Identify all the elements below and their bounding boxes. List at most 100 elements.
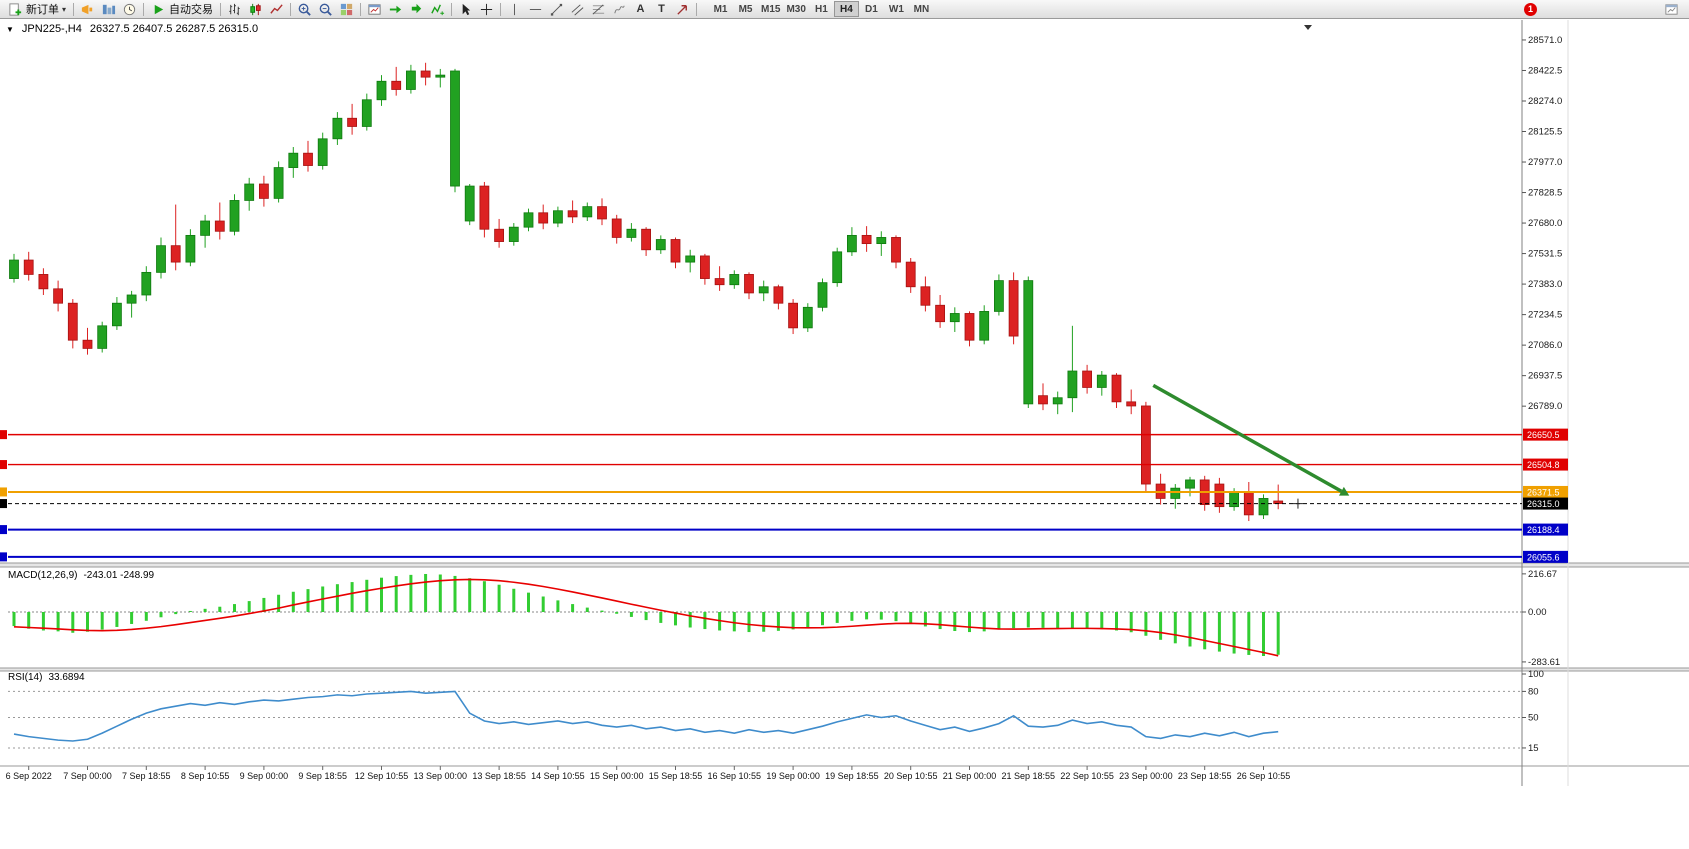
candle-body: [1052, 397, 1063, 405]
chart-scroll-marker[interactable]: [1304, 25, 1312, 30]
tile-windows-icon: [340, 3, 353, 15]
vertical-line-button[interactable]: [504, 1, 525, 18]
tile-windows-button[interactable]: [336, 1, 357, 18]
label-tool-button[interactable]: T: [651, 1, 672, 18]
shapes-icon: [614, 5, 625, 13]
time-axis-label: 19 Sep 00:00: [766, 771, 820, 781]
crosshair-button[interactable]: [476, 1, 497, 18]
macd-axis-label: 0.00: [1528, 607, 1547, 618]
current-price-marker: [1292, 498, 1303, 509]
text-tool-button[interactable]: A: [630, 1, 651, 18]
price-axis-label: 28125.5: [1528, 127, 1562, 138]
timeframe-H4[interactable]: H4: [833, 1, 859, 17]
candle-body: [1096, 374, 1107, 388]
horizontal-line-button[interactable]: [525, 1, 546, 18]
cursor-button[interactable]: [455, 1, 476, 18]
panel-divider-main-macd[interactable]: [0, 563, 1689, 567]
notification-badge[interactable]: 1: [1524, 3, 1537, 16]
text-tool-icon: A: [636, 3, 645, 15]
auto-trading-button[interactable]: 自动交易: [147, 1, 217, 18]
candle-body: [170, 245, 181, 263]
candle-body: [773, 286, 784, 304]
history-center-button[interactable]: [119, 1, 140, 18]
trend-arrow[interactable]: [1152, 383, 1343, 493]
line-chart-button[interactable]: [266, 1, 287, 18]
price-axis-label: 27531.5: [1528, 249, 1562, 260]
indicators-button[interactable]: [427, 1, 448, 18]
price-level-left-marker[interactable]: [0, 525, 7, 535]
chart-shift-button[interactable]: [385, 1, 406, 18]
time-axis-label: 15 Sep 18:55: [649, 771, 703, 781]
candlestick-chart-button[interactable]: [245, 1, 266, 18]
new-order-label: 新订单: [26, 4, 59, 16]
candle-body: [1126, 401, 1137, 407]
candle-body: [38, 274, 49, 290]
price-level-left-marker[interactable]: [0, 487, 7, 497]
timeframe-M1[interactable]: M1: [708, 1, 733, 17]
shapes-button[interactable]: [609, 1, 630, 18]
time-axis-label: 23 Sep 18:55: [1178, 771, 1232, 781]
arrows-tool-button[interactable]: [672, 1, 693, 18]
price-axis-label: 26789.0: [1528, 401, 1562, 412]
price-level-left-marker[interactable]: [0, 460, 7, 470]
candle-body: [802, 306, 813, 329]
time-axis-label: 6 Sep 2022: [6, 771, 52, 781]
arrow-tool-icon: [677, 4, 687, 15]
fibonacci-icon: [592, 3, 605, 15]
time-axis-label: 23 Sep 00:00: [1119, 771, 1173, 781]
candle-body: [1258, 498, 1269, 516]
price-badge: [1523, 523, 1568, 536]
candle-body: [23, 259, 34, 275]
new-window-button[interactable]: [1664, 2, 1679, 17]
timeframe-MN[interactable]: MN: [909, 1, 934, 17]
candlestick-icon: [250, 3, 261, 15]
price-badge-label: 26504.8: [1527, 460, 1560, 470]
timeframe-toolbar: M1 M5 M15 M30 H1 H4 D1 W1 MN: [708, 1, 934, 17]
zoom-in-button[interactable]: [294, 1, 315, 18]
cursor-icon: [462, 3, 471, 15]
candle-body: [611, 218, 622, 238]
candle-body: [817, 282, 828, 308]
candle-body: [935, 304, 945, 323]
toolbar: 新订单 ▾ 自动交易 A T M1 M5 M15 M30 H1 H4 D1 W1…: [0, 0, 1689, 19]
panel-divider-macd-rsi[interactable]: [0, 668, 1689, 671]
trendline-button[interactable]: [546, 1, 567, 18]
rsi-line: [13, 690, 1279, 742]
candle-body: [405, 70, 416, 90]
candle-body: [744, 274, 754, 294]
news-button[interactable]: [77, 1, 98, 18]
macd-layer: [8, 573, 1522, 657]
candles-layer[interactable]: [9, 62, 1284, 522]
new-chart-button[interactable]: [364, 1, 385, 18]
time-axis-label: 15 Sep 00:00: [590, 771, 644, 781]
market-depth-button[interactable]: [98, 1, 119, 18]
channel-button[interactable]: [567, 1, 588, 18]
bar-chart-button[interactable]: [224, 1, 245, 18]
price-axis-label: 27086.0: [1528, 340, 1562, 351]
timeframe-M15[interactable]: M15: [758, 1, 783, 17]
timeframe-D1[interactable]: D1: [859, 1, 884, 17]
candle-body: [112, 302, 122, 327]
price-level-left-marker[interactable]: [0, 430, 7, 440]
price-level-left-marker[interactable]: [0, 552, 7, 562]
timeframe-H1[interactable]: H1: [809, 1, 834, 17]
price-level-left-marker[interactable]: [0, 499, 7, 509]
candle-body: [1229, 491, 1239, 508]
fibonacci-button[interactable]: [588, 1, 609, 18]
candle-body: [964, 313, 975, 341]
timeframe-M5[interactable]: M5: [733, 1, 758, 17]
zoom-out-button[interactable]: [315, 1, 336, 18]
timeframe-M30[interactable]: M30: [783, 1, 808, 17]
price-badge-label: 26650.5: [1527, 430, 1560, 440]
new-order-button[interactable]: 新订单 ▾: [4, 1, 70, 18]
zoom-out-icon: [319, 3, 332, 16]
timeframe-W1[interactable]: W1: [884, 1, 909, 17]
candle-body: [126, 294, 137, 304]
auto-scroll-button[interactable]: [406, 1, 427, 18]
candle-body: [1067, 370, 1078, 399]
candle-body: [214, 220, 225, 232]
candle-body: [303, 152, 313, 166]
time-axis-label: 7 Sep 00:00: [63, 771, 112, 781]
price-badge: [1523, 428, 1568, 441]
